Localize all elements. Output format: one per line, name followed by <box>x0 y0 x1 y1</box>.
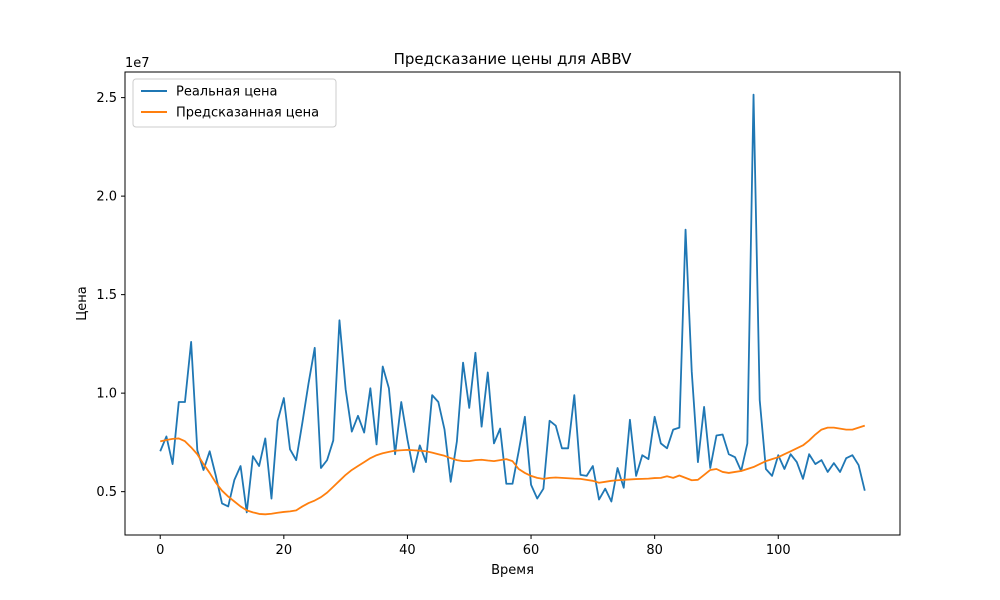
plot-frame <box>124 71 901 536</box>
y-tick-label: 1.5 <box>96 288 117 303</box>
series-layer <box>159 93 866 516</box>
y-axis-label: Цена <box>75 286 90 321</box>
x-tick-label: 20 <box>276 543 293 558</box>
x-tick-label: 100 <box>766 543 791 558</box>
y-tick-label: 1.0 <box>96 387 117 402</box>
x-axis: 0 20 40 60 80 100 <box>156 535 791 558</box>
series-line-0 <box>159 93 866 514</box>
y-tick-label: 2.5 <box>96 91 117 106</box>
legend-label-predicted: Предсказанная цена <box>176 106 319 121</box>
y-tick-label: 0.5 <box>96 485 117 500</box>
x-tick-label: 80 <box>646 543 663 558</box>
y-axis-offset-label: 1e7 <box>125 56 150 71</box>
legend-box <box>132 78 337 128</box>
chart-title: Предсказание цены для ABBV <box>394 50 633 68</box>
x-tick-label: 0 <box>156 543 164 558</box>
legend: Реальная цена Предсказанная цена <box>132 78 337 128</box>
x-tick-label: 60 <box>523 543 540 558</box>
x-axis-label: Время <box>491 563 534 578</box>
y-tick-label: 2.0 <box>96 190 117 205</box>
y-axis: 0.5 1.0 1.5 2.0 2.5 <box>96 91 125 500</box>
legend-label-actual: Реальная цена <box>176 85 278 100</box>
x-tick-label: 40 <box>399 543 416 558</box>
series-line-1 <box>160 424 866 516</box>
